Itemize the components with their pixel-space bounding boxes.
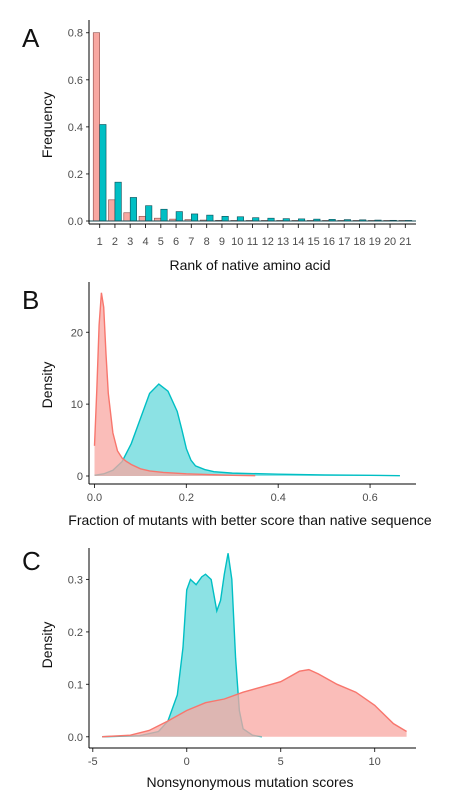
density-area-red (102, 669, 407, 737)
areas-c (102, 553, 407, 738)
x-tick-label-a: 21 (399, 236, 411, 248)
x-tick-label: 0.0 (87, 492, 102, 504)
x-tick-label: 0.4 (271, 492, 286, 504)
x-tick-label: 0 (184, 756, 190, 768)
x-tick-label: 5 (278, 756, 284, 768)
bar-teal-9 (221, 215, 229, 222)
y-tick-label: 0.3 (68, 574, 83, 586)
bar-teal-8 (206, 214, 214, 222)
x-tick-label: -5 (88, 756, 98, 768)
bar-teal-5 (160, 208, 168, 222)
density-line-teal (102, 553, 263, 738)
bar-teal-3 (129, 197, 137, 222)
panel-b: B 0 10 20 0.0 0.2 0.4 0.6 Fraction of mutants… (22, 282, 432, 528)
density-line-red (93, 292, 256, 477)
x-tick-label: 10 (369, 756, 381, 768)
y-tick-label: 0.0 (68, 732, 83, 744)
x-tick-label: 0.2 (179, 492, 194, 504)
x-tick-label-a: 8 (204, 236, 210, 248)
x-ticks-b: 0.0 0.2 0.4 0.6 (87, 484, 378, 504)
x-tick-label: 0.6 (362, 492, 377, 504)
panel-c: C 0.0 0.1 0.2 0.3 -5 0 5 10 Nonsynonymous muta… (22, 546, 416, 790)
x-axis-title-c: Nonsynonymous mutation scores (147, 774, 354, 790)
bar-red-2 (108, 199, 116, 222)
bar-teal-6 (175, 211, 183, 222)
x-tick-label-a: 14 (292, 236, 304, 248)
y-tick-label: 0 (77, 471, 83, 483)
bar-red-4 (138, 215, 146, 222)
bar-teal-7 (191, 213, 199, 222)
x-tick-label-a: 10 (231, 236, 243, 248)
density-area-teal (102, 553, 262, 737)
bar-red-3 (123, 212, 131, 222)
y-ticks-a: 0.0 0.2 0.4 0.6 0.8 (68, 28, 89, 228)
y-tick-label-a: 0.4 (68, 122, 83, 134)
density-area-teal (94, 384, 400, 476)
x-tick-label-a: 4 (142, 236, 148, 248)
y-tick-label: 10 (71, 399, 83, 411)
bar-teal-1 (99, 124, 107, 222)
y-ticks-c: 0.0 0.1 0.2 0.3 (68, 574, 89, 744)
x-tick-label-a: 1 (97, 236, 103, 248)
x-tick-label-a: 12 (262, 236, 274, 248)
panel-label-b: B (22, 285, 39, 315)
x-tick-label-a: 11 (247, 236, 258, 248)
y-tick-label-a: 0.6 (68, 75, 83, 87)
x-tick-label-a: 13 (277, 236, 289, 248)
y-tick-label-a: 0.2 (68, 169, 83, 181)
x-tick-label-a: 5 (158, 236, 164, 248)
y-ticks-b: 0 10 20 (71, 327, 89, 483)
density-line-red (102, 668, 407, 738)
bar-teal-10 (236, 216, 244, 222)
x-tick-label-a: 6 (173, 236, 179, 248)
x-tick-label-a: 2 (112, 236, 118, 248)
x-ticks-a: 1 2 3 4 5 6 7 8 9 10 11 12 13 14 15 16 17 18 19 20 21 (97, 224, 411, 248)
y-axis-title-a: Frequency (39, 92, 55, 158)
bar-teal-2 (114, 181, 122, 222)
y-tick-label: 0.2 (68, 627, 83, 639)
bars-a (89, 32, 416, 222)
y-axis-title-b: Density (39, 362, 55, 409)
panel-label-a: A (22, 23, 40, 53)
x-tick-label-a: 7 (188, 236, 194, 248)
y-axis-title-c: Density (39, 622, 55, 669)
y-tick-label-a: 0.8 (68, 28, 83, 40)
x-tick-label-a: 19 (369, 236, 381, 248)
panel-a: A 0.00.20.40.60.8 1 2 3 4 5 6 7 8 9 10 11 12 13 14 15 1… (22, 20, 416, 273)
bar-teal-4 (145, 205, 153, 222)
bar-red-1 (92, 32, 100, 222)
panel-label-c: C (22, 546, 41, 576)
x-tick-label-a: 9 (219, 236, 225, 248)
x-tick-label-a: 20 (384, 236, 396, 248)
areas-b (93, 292, 400, 477)
x-tick-label-a: 15 (308, 236, 320, 248)
x-axis-title-a: Rank of native amino acid (169, 257, 330, 273)
y-tick-label-a: 0.0 (68, 216, 83, 228)
x-tick-label-a: 3 (127, 236, 133, 248)
density-line-teal (94, 383, 400, 477)
x-axis-title-b: Fraction of mutants with better score th… (68, 512, 432, 528)
x-tick-label-a: 17 (338, 236, 350, 248)
x-tick-label-a: 16 (323, 236, 335, 248)
y-tick-label: 0.1 (68, 679, 83, 691)
x-tick-label-a: 18 (353, 236, 365, 248)
density-area-red (94, 292, 256, 476)
y-tick-label: 20 (71, 327, 83, 339)
x-ticks-c: -5 0 5 10 (88, 748, 381, 768)
